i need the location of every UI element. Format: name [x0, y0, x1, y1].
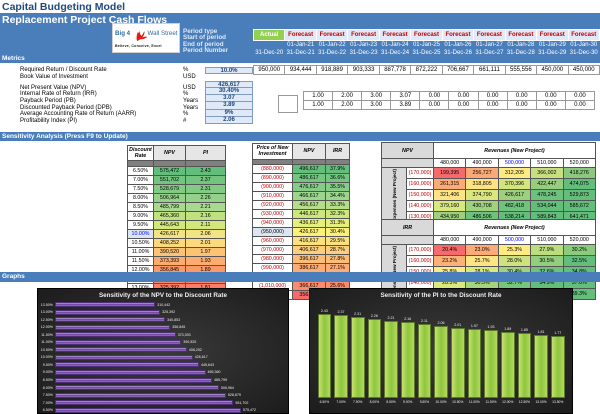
svg-text:Wall Street: Wall Street	[148, 30, 178, 37]
svg-text:Big 4: Big 4	[115, 30, 131, 37]
